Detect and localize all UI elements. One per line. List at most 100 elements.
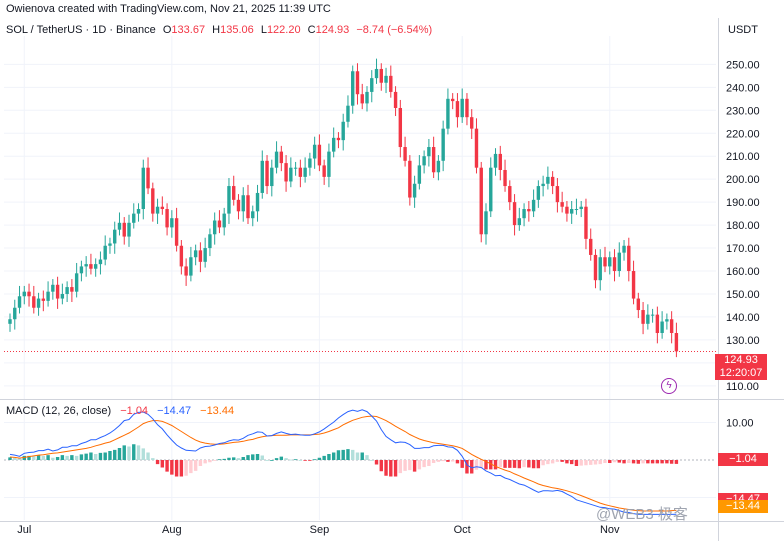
candle-body: [531, 199, 536, 212]
candle-body: [255, 192, 260, 212]
currency-label[interactable]: USDT: [728, 24, 758, 36]
macd-hist-bar: [308, 460, 312, 461]
candle-body: [579, 206, 583, 210]
candle-body: [336, 137, 341, 141]
macd-line: [9, 409, 677, 515]
candle-body: [546, 176, 550, 184]
macd-hist-bar: [8, 457, 12, 460]
candle-body: [403, 147, 407, 161]
watermark: @WEB3 极客: [596, 506, 688, 523]
macd-hist-bar: [265, 460, 269, 461]
candle-body: [574, 209, 579, 211]
macd-y-tick-label: 10.00: [726, 418, 754, 430]
candle-body: [79, 266, 84, 274]
candle-body: [184, 266, 188, 276]
low-label: L: [260, 24, 267, 36]
macd-hist-bar: [574, 460, 579, 466]
macd-hist-bar: [389, 460, 393, 477]
macd-hist-bar: [622, 460, 626, 464]
candle-body: [355, 71, 360, 95]
candle-body: [151, 188, 155, 214]
macd-hist-bar: [517, 460, 522, 469]
macd-hist-bar: [251, 454, 255, 460]
macd-hist-bar: [179, 460, 184, 477]
candle-body: [141, 167, 145, 210]
macd-hist-bar: [431, 460, 436, 463]
candle-body: [327, 151, 331, 177]
macd-hist-bar: [146, 452, 150, 460]
macd-hist-bar: [93, 454, 98, 460]
candle-body: [13, 307, 17, 320]
macd-hist-bar: [331, 452, 336, 460]
alert-icon[interactable]: ϟ: [661, 378, 677, 394]
macd-hist-bar: [155, 460, 160, 465]
candle-body: [346, 105, 350, 122]
macd-hist-bar: [22, 455, 26, 460]
candle-body: [36, 298, 41, 308]
candle-body: [298, 167, 303, 177]
candle-body: [527, 209, 531, 212]
candle-body: [450, 98, 455, 102]
candle-body: [536, 186, 541, 200]
candle-body: [174, 218, 179, 246]
candle-body: [641, 310, 645, 324]
macd-hist-bar: [460, 460, 464, 468]
macd-hist-bar: [255, 454, 260, 460]
y-tick-label: 200.00: [726, 174, 760, 186]
macd-legend: MACD (12, 26, close) −1.04 −14.47 −13.44: [6, 405, 234, 417]
symbol-label[interactable]: SOL / TetherUS · 1D · Binance: [6, 24, 156, 36]
candle-body: [189, 257, 193, 276]
macd-hist-bar: [393, 460, 398, 477]
macd-hist-bar: [527, 460, 531, 468]
candle-body: [470, 117, 474, 129]
macd-hist-bar: [484, 460, 488, 470]
candle-body: [46, 291, 50, 301]
macd-hist-bar: [284, 458, 288, 460]
macd-hist-bar: [379, 460, 383, 472]
macd-hist-bar: [232, 457, 236, 460]
macd-hist-bar: [450, 460, 455, 462]
candle-body: [398, 107, 403, 148]
candle-body: [503, 169, 507, 187]
macd-hist-bar: [279, 456, 284, 460]
candle-body: [565, 206, 569, 214]
macd-title[interactable]: MACD (12, 26, close): [6, 405, 112, 417]
candle-body: [146, 167, 150, 189]
candle-body: [365, 91, 369, 104]
macd-hist-bar: [422, 460, 426, 468]
candle-body: [550, 176, 555, 187]
macd-hist-bar: [560, 460, 564, 462]
candle-body: [203, 248, 207, 262]
candle-body: [17, 296, 22, 308]
candle-body: [132, 213, 136, 223]
candle-body: [165, 209, 169, 228]
candle-body: [370, 78, 374, 92]
macd-hist-bar: [298, 460, 303, 461]
attribution-text: Owienova created with TradingView.com, N…: [6, 3, 331, 15]
macd-hist-bar: [246, 455, 250, 460]
high-value: 135.06: [220, 24, 254, 36]
macd-hist-bar: [412, 460, 417, 472]
y-tick-label: 150.00: [726, 289, 760, 301]
y-tick-label: 230.00: [726, 105, 760, 117]
macd-hist-bar: [550, 460, 555, 464]
candle-body: [665, 319, 669, 322]
candle-body: [208, 234, 212, 249]
macd-hist-bar: [165, 460, 169, 472]
candle-body: [274, 151, 279, 168]
candle-body: [312, 144, 317, 159]
candle-body: [541, 183, 545, 187]
macd-hist-bar: [189, 460, 193, 474]
candle-body: [465, 98, 469, 118]
x-tick-label: Aug: [162, 524, 182, 536]
candle-body: [284, 163, 288, 182]
close-value: 124.93: [315, 24, 350, 36]
macd-hist-bar: [612, 460, 617, 463]
macd-hist-bar: [270, 460, 274, 461]
low-value: 122.20: [266, 24, 301, 36]
macd-hist-bar: [470, 460, 474, 474]
macd-line-value: −14.47: [157, 405, 192, 417]
candle-body: [417, 165, 422, 184]
candle-body: [622, 245, 626, 253]
